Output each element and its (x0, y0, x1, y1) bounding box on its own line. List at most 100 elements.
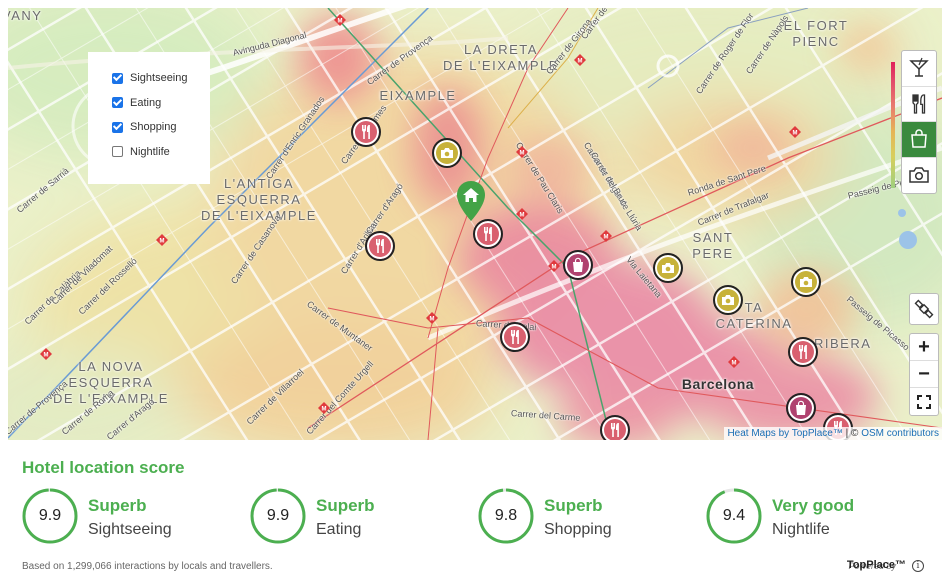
score-value: 9.4 (722, 507, 746, 524)
metro-station-icon: M (426, 312, 438, 324)
filter-sightseeing[interactable]: Sightseeing (112, 66, 210, 91)
restaurant-icon (484, 227, 492, 241)
sightseeing-poi[interactable] (791, 267, 821, 297)
score-ring (706, 488, 762, 544)
category-filter-panel: Sightseeing Eating Shopping Nightlife (88, 52, 210, 184)
restaurant-poi[interactable] (365, 231, 395, 261)
filter-label: Nightlife (130, 145, 170, 158)
score-rating: Superb (88, 496, 147, 515)
camera-icon (722, 295, 734, 305)
restaurant-poi[interactable] (473, 219, 503, 249)
heat-scale-bar (891, 62, 895, 188)
score-ring (22, 488, 78, 544)
eating-category-button[interactable] (902, 87, 936, 122)
filter-nightlife[interactable]: Nightlife (112, 140, 210, 165)
score-value: 9.9 (38, 507, 62, 524)
camera-icon (909, 167, 929, 183)
interactions-footnote: Based on 1,299,066 interactions by local… (22, 561, 273, 572)
restaurant-icon (511, 330, 519, 344)
metro-station-icon: M (574, 54, 586, 66)
map-base-layer (8, 8, 942, 440)
district-label: LA DRETA DE L'EIXAMPLE (443, 42, 559, 73)
district-label: SANT PERE (692, 230, 734, 261)
sightseeing-category-button[interactable] (902, 158, 936, 194)
svg-text:M: M (520, 151, 525, 157)
shopping-bag-icon (911, 129, 927, 148)
svg-text:M: M (578, 59, 583, 65)
restaurant-poi[interactable] (788, 337, 818, 367)
district-label: LA NOVA ESQUERRA DE L'EIXAMPLE (53, 359, 169, 406)
district-label: EL FORT PIENC (783, 18, 849, 49)
map-attribution: Heat Maps by TopPlace™ | © OSM contribut… (724, 427, 942, 440)
district-label: TA CATERINA (715, 300, 793, 331)
score-ring (478, 488, 534, 544)
svg-text:M: M (604, 235, 609, 241)
sightseeing-poi[interactable] (432, 138, 462, 168)
topplace-brand[interactable]: TopPlace™ (846, 559, 906, 571)
restaurant-poi[interactable] (351, 117, 381, 147)
restaurant-poi[interactable] (600, 415, 630, 440)
sightseeing-poi[interactable] (713, 285, 743, 315)
restaurant-icon (912, 94, 926, 114)
fullscreen-button[interactable] (910, 388, 938, 415)
fullscreen-icon (917, 394, 931, 409)
sightseeing-poi[interactable] (653, 253, 683, 283)
shopping-poi[interactable] (786, 393, 816, 423)
svg-text:M: M (44, 353, 49, 359)
satellite-toggle[interactable] (909, 293, 939, 325)
filter-checkbox[interactable] (112, 121, 123, 133)
restaurant-icon (376, 239, 384, 253)
restaurant-icon (799, 345, 807, 359)
score-shopping: 9.8 Superb Shopping (478, 488, 698, 544)
svg-text:M: M (338, 19, 343, 25)
nightlife-category-button[interactable] (902, 51, 936, 87)
score-rating: Superb (316, 496, 375, 515)
camera-icon (800, 277, 812, 287)
heat-map[interactable]: VANY LA DRETA DE L'EIXAMPLE EL FORT PIEN… (8, 8, 942, 440)
score-category: Eating (316, 521, 362, 538)
metro-station-icon: M (728, 356, 740, 368)
zoom-in-button[interactable]: + (910, 334, 938, 361)
score-category: Shopping (544, 521, 612, 538)
filter-shopping[interactable]: Shopping (112, 115, 210, 140)
district-label: EIXAMPLE (379, 88, 457, 103)
camera-icon (441, 148, 453, 158)
attribution-separator: | © (842, 428, 862, 439)
heatmap-attribution-link[interactable]: Heat Maps by TopPlace™ (727, 428, 843, 439)
home-marker-icon[interactable] (456, 180, 486, 222)
score-nightlife: 9.4 Very good Nightlife (706, 488, 926, 544)
svg-text:M: M (160, 239, 165, 245)
restaurant-poi[interactable] (500, 322, 530, 352)
zoom-controls: + − (909, 333, 939, 416)
info-icon[interactable]: i (912, 560, 924, 572)
restaurant-icon (611, 423, 619, 437)
svg-text:M: M (322, 407, 327, 413)
score-rating: Very good (772, 496, 855, 515)
district-label: L'ANTIGA ESQUERRA DE L'EIXAMPLE (201, 176, 317, 223)
shopping-bag-icon (573, 257, 583, 272)
filter-checkbox[interactable] (112, 72, 123, 84)
camera-icon (662, 263, 674, 273)
filter-checkbox[interactable] (112, 97, 123, 109)
score-rating: Superb (544, 496, 603, 515)
svg-text:M: M (793, 131, 798, 137)
shopping-poi[interactable] (563, 250, 593, 280)
district-label: VANY (8, 8, 43, 23)
score-sightseeing: 9.9 Superb Sightseeing (22, 488, 242, 544)
osm-attribution-link[interactable]: OSM contributors (861, 428, 939, 439)
filter-checkbox[interactable] (112, 146, 123, 158)
metro-station-icon: M (40, 348, 52, 360)
svg-text:M: M (552, 265, 557, 271)
filter-label: Eating (130, 96, 162, 109)
score-category: Nightlife (772, 521, 830, 538)
svg-text:M: M (520, 213, 525, 219)
zoom-out-button[interactable]: − (910, 361, 938, 388)
score-ring (250, 488, 306, 544)
filter-eating[interactable]: Eating (112, 91, 210, 116)
metro-station-icon: M (516, 208, 528, 220)
filter-label: Shopping (130, 121, 177, 134)
shopping-category-button[interactable] (902, 122, 936, 158)
score-value: 9.9 (266, 507, 290, 524)
metro-station-icon: M (516, 146, 528, 158)
cocktail-icon (909, 58, 929, 77)
